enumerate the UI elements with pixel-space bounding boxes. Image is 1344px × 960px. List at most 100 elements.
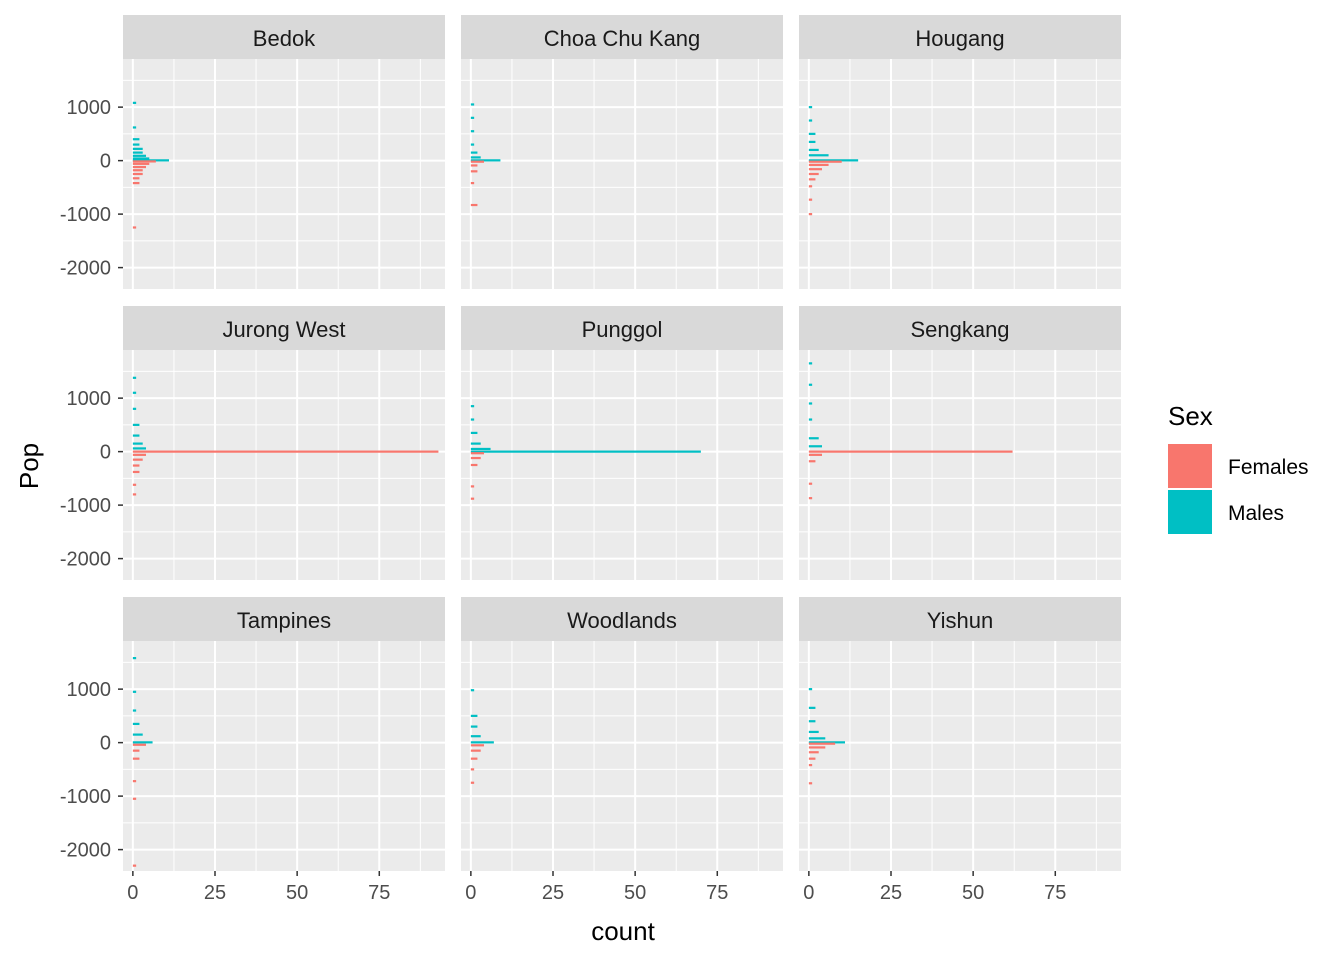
bar-males xyxy=(808,119,813,122)
y-tick-label: -1000 xyxy=(60,786,111,808)
legend-key-males xyxy=(1168,490,1212,534)
bar-females xyxy=(808,751,819,754)
panel-plot-area xyxy=(799,59,1121,289)
bar-females xyxy=(132,181,140,185)
strip-label: Sengkang xyxy=(910,317,1009,342)
bar-males xyxy=(470,156,481,159)
panel-plot-area xyxy=(123,59,445,289)
bar-males xyxy=(808,706,816,709)
x-tick-label: 75 xyxy=(706,882,728,904)
bar-males xyxy=(132,709,137,712)
bar-females xyxy=(132,453,146,456)
bar-males xyxy=(470,735,481,738)
bar-females xyxy=(808,163,829,167)
strip-label: Jurong West xyxy=(222,317,345,342)
bar-males xyxy=(808,688,813,691)
bar-females xyxy=(470,181,475,185)
bar-females xyxy=(470,164,478,167)
legend-label-females: Females xyxy=(1228,456,1309,479)
panel-plot-area xyxy=(461,59,783,289)
bar-females xyxy=(470,456,481,460)
panel-plot-area xyxy=(461,350,783,580)
panel-yishun: Yishun 0 25 50 75 xyxy=(799,597,1121,904)
bar-males xyxy=(470,143,475,146)
x-axis-title: count xyxy=(591,916,655,946)
panel-plot-area xyxy=(123,350,445,580)
bar-females xyxy=(132,780,137,783)
bar-females xyxy=(808,172,819,176)
bar-males xyxy=(808,132,816,135)
bar-females xyxy=(808,746,826,749)
strip-woodlands xyxy=(461,597,783,641)
bar-females xyxy=(132,160,156,163)
bar-females xyxy=(808,757,816,760)
bar-females xyxy=(808,213,813,216)
panel-hougang: Hougang xyxy=(799,15,1121,289)
y-tick-label: 1000 xyxy=(67,679,112,701)
legend-label-males: Males xyxy=(1228,502,1284,525)
x-tick-label: 0 xyxy=(465,882,476,904)
panels-layer: Bedok 1000 0 -1000 -2000 Choa Chu Kang Hougang… xyxy=(60,15,1121,904)
bar-females xyxy=(132,169,143,172)
bar-males xyxy=(470,151,478,154)
bar-males xyxy=(132,151,143,154)
bar-males xyxy=(132,157,150,160)
panel-background xyxy=(461,59,783,289)
bar-males xyxy=(470,418,475,421)
bar-females xyxy=(808,460,816,463)
bar-males xyxy=(470,725,478,728)
bar-females xyxy=(470,744,484,747)
bar-males xyxy=(808,383,813,386)
bar-females xyxy=(808,763,813,767)
bar-females xyxy=(132,458,143,461)
bar-males xyxy=(470,741,494,744)
y-tick-label: 1000 xyxy=(67,388,112,410)
bar-males xyxy=(470,159,501,162)
panel-background xyxy=(123,59,445,289)
y-tick-label: 1000 xyxy=(67,97,112,119)
bar-males xyxy=(132,138,140,141)
bar-males xyxy=(808,741,845,744)
bar-males xyxy=(808,418,813,421)
x-tick-label: 25 xyxy=(204,882,226,904)
panel-background xyxy=(461,350,783,580)
panel-jurong-west: Jurong West 1000 0 -1000 -2000 xyxy=(60,306,445,580)
y-tick-label: 0 xyxy=(100,442,111,464)
bar-males xyxy=(808,720,816,723)
y-tick-label: 0 xyxy=(100,151,111,173)
bar-males xyxy=(808,148,819,152)
bar-females xyxy=(470,170,478,173)
bar-females xyxy=(132,177,140,180)
panel-plot-area xyxy=(799,350,1121,580)
panel-background xyxy=(799,641,1121,871)
x-tick-label: 25 xyxy=(880,882,902,904)
x-tick-label: 75 xyxy=(368,882,390,904)
panel-plot-area xyxy=(123,641,445,871)
bar-females xyxy=(470,749,481,752)
strip-label: Woodlands xyxy=(567,608,677,633)
strip-label: Hougang xyxy=(915,26,1004,51)
bar-males xyxy=(808,437,819,440)
panel-background xyxy=(123,350,445,580)
bar-females xyxy=(808,198,813,201)
panel-background xyxy=(799,59,1121,289)
y-tick-label: 0 xyxy=(100,733,111,755)
bar-females xyxy=(132,450,439,453)
bar-males xyxy=(132,154,146,157)
bar-males xyxy=(470,450,701,453)
bar-females xyxy=(470,485,475,488)
bar-males xyxy=(132,722,140,726)
bar-males xyxy=(470,103,475,106)
bar-females xyxy=(470,781,475,784)
bar-females xyxy=(808,782,813,785)
bar-males xyxy=(470,689,475,692)
bar-males xyxy=(132,143,140,146)
bar-females xyxy=(132,464,140,467)
bar-males xyxy=(808,362,813,365)
bar-males xyxy=(132,101,137,104)
bar-males xyxy=(132,407,137,410)
y-tick-label: -2000 xyxy=(60,840,111,862)
legend: Sex Females Males xyxy=(1168,401,1309,534)
bar-males xyxy=(132,733,143,736)
strip-tampines xyxy=(123,597,445,641)
